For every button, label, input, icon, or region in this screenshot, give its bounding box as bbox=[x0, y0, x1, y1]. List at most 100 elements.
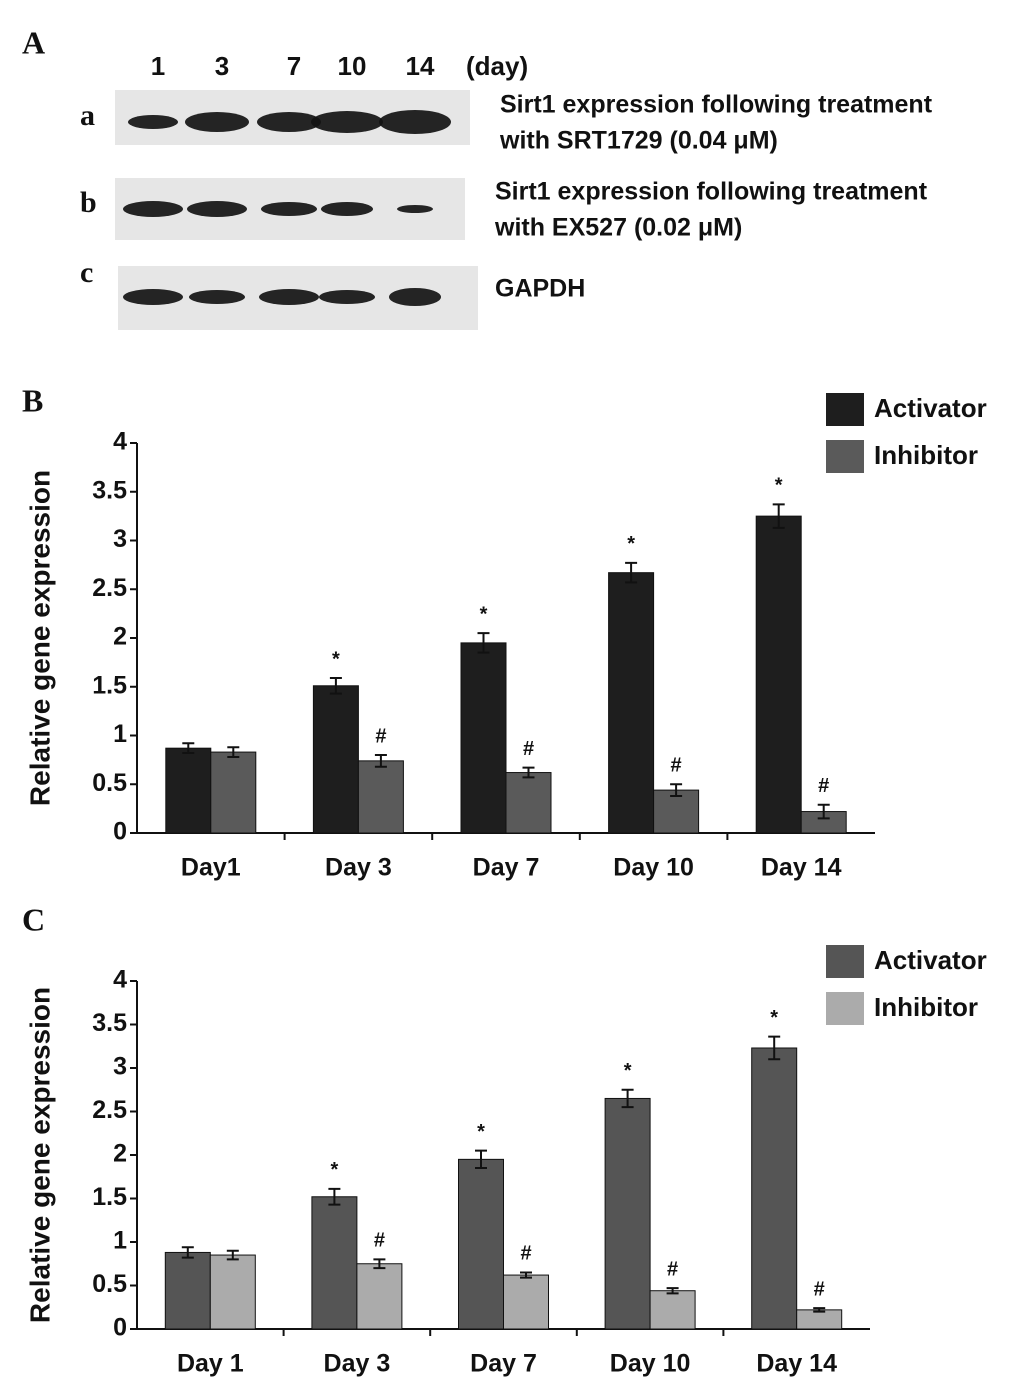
blot-band bbox=[189, 290, 245, 304]
error-bar bbox=[328, 1187, 341, 1206]
x-tick-label: Day 14 bbox=[761, 854, 842, 882]
bar bbox=[311, 1196, 358, 1330]
x-tick-label: Day 7 bbox=[473, 854, 540, 882]
significance-label: # bbox=[671, 755, 682, 777]
y-tick-label: 2.5 bbox=[92, 1096, 127, 1124]
bar bbox=[356, 1263, 403, 1330]
error-bar bbox=[373, 1258, 386, 1270]
row-letter: a bbox=[80, 99, 95, 132]
lane-label: 10 bbox=[338, 51, 367, 81]
error-bar bbox=[817, 803, 830, 820]
legend-swatch bbox=[826, 440, 864, 473]
bar bbox=[505, 772, 552, 834]
x-tick-label: Day1 bbox=[181, 854, 241, 882]
y-tick-label: 3.5 bbox=[92, 1009, 127, 1037]
blot-band bbox=[321, 202, 373, 216]
blot-band bbox=[185, 112, 249, 132]
error-bar bbox=[374, 754, 387, 768]
bar bbox=[755, 515, 802, 834]
blot-band bbox=[389, 288, 441, 306]
row-label: Sirt1 expression following treatment bbox=[495, 178, 928, 206]
y-tick-label: 4 bbox=[113, 966, 127, 994]
error-bar bbox=[522, 766, 535, 779]
panel-letter: A bbox=[22, 24, 45, 60]
row-letter: b bbox=[80, 186, 97, 219]
lane-unit: (day) bbox=[466, 51, 528, 81]
bar bbox=[164, 1251, 211, 1330]
bar bbox=[649, 1290, 696, 1330]
significance-label: * bbox=[480, 603, 488, 625]
y-tick-label: 2 bbox=[113, 1140, 127, 1168]
significance-label: * bbox=[332, 648, 340, 670]
row-label: GAPDH bbox=[495, 275, 585, 303]
error-bar bbox=[181, 1246, 194, 1259]
bar bbox=[608, 572, 655, 834]
y-tick-label: 2 bbox=[113, 623, 127, 651]
bar bbox=[209, 1254, 256, 1330]
error-bar bbox=[670, 783, 683, 797]
bar bbox=[312, 685, 359, 834]
legend-swatch bbox=[826, 945, 864, 978]
error-bar bbox=[520, 1271, 532, 1279]
x-tick-label: Day 7 bbox=[470, 1350, 537, 1378]
legend-label: Activator bbox=[874, 945, 987, 975]
panel-letter: C bbox=[22, 901, 45, 937]
error-bar bbox=[226, 1249, 239, 1261]
significance-label: # bbox=[374, 1230, 385, 1252]
y-axis-label: Relative gene expression bbox=[24, 470, 55, 806]
blot-band bbox=[257, 112, 321, 132]
bar bbox=[751, 1047, 798, 1330]
bar bbox=[796, 1309, 843, 1330]
significance-label: * bbox=[627, 533, 635, 555]
error-bar bbox=[621, 1088, 634, 1109]
y-tick-label: 3 bbox=[113, 525, 127, 553]
blot-band bbox=[123, 289, 183, 305]
lane-label: 7 bbox=[287, 51, 301, 81]
y-tick-label: 4 bbox=[113, 428, 127, 456]
y-axis-label: Relative gene expression bbox=[24, 987, 55, 1323]
bar bbox=[357, 760, 404, 834]
x-tick-label: Day 14 bbox=[756, 1350, 837, 1378]
x-tick-label: Day 3 bbox=[324, 1350, 391, 1378]
y-tick-label: 0.5 bbox=[92, 769, 127, 797]
bar bbox=[604, 1097, 651, 1330]
bar bbox=[460, 642, 507, 834]
significance-label: # bbox=[520, 1243, 531, 1265]
significance-label: * bbox=[477, 1121, 485, 1143]
x-tick-label: Day 10 bbox=[613, 854, 694, 882]
lane-label: 1 bbox=[151, 51, 165, 81]
bar bbox=[503, 1274, 549, 1330]
error-bar bbox=[477, 632, 490, 654]
y-tick-label: 0 bbox=[113, 1314, 127, 1342]
significance-label: * bbox=[624, 1060, 632, 1082]
y-tick-label: 1.5 bbox=[92, 1183, 127, 1211]
error-bar bbox=[182, 742, 195, 755]
blot-band bbox=[187, 201, 247, 217]
y-tick-label: 1 bbox=[113, 1227, 127, 1255]
legend-label: Activator bbox=[874, 393, 987, 423]
significance-label: * bbox=[775, 475, 783, 497]
blot-band bbox=[379, 110, 451, 134]
blot-band bbox=[311, 111, 383, 133]
significance-label: * bbox=[770, 1007, 778, 1029]
legend-swatch bbox=[826, 992, 864, 1025]
significance-label: # bbox=[814, 1278, 825, 1300]
blot-band bbox=[261, 202, 317, 216]
legend-label: Inhibitor bbox=[874, 992, 978, 1022]
panel-letter: B bbox=[22, 382, 43, 418]
lane-label: 3 bbox=[215, 51, 229, 81]
significance-label: # bbox=[818, 775, 829, 797]
significance-label: # bbox=[667, 1258, 678, 1280]
y-tick-label: 2.5 bbox=[92, 574, 127, 602]
blot-band bbox=[123, 201, 183, 217]
significance-label: # bbox=[375, 725, 386, 747]
significance-label: * bbox=[331, 1159, 339, 1181]
y-tick-label: 3 bbox=[113, 1053, 127, 1081]
error-bar bbox=[475, 1149, 487, 1170]
row-letter: c bbox=[80, 256, 93, 289]
error-bar bbox=[813, 1307, 826, 1313]
bar bbox=[653, 789, 700, 834]
y-tick-label: 0 bbox=[113, 818, 127, 846]
row-label: with SRT1729 (0.04 μM) bbox=[499, 127, 778, 155]
error-bar bbox=[227, 746, 240, 758]
